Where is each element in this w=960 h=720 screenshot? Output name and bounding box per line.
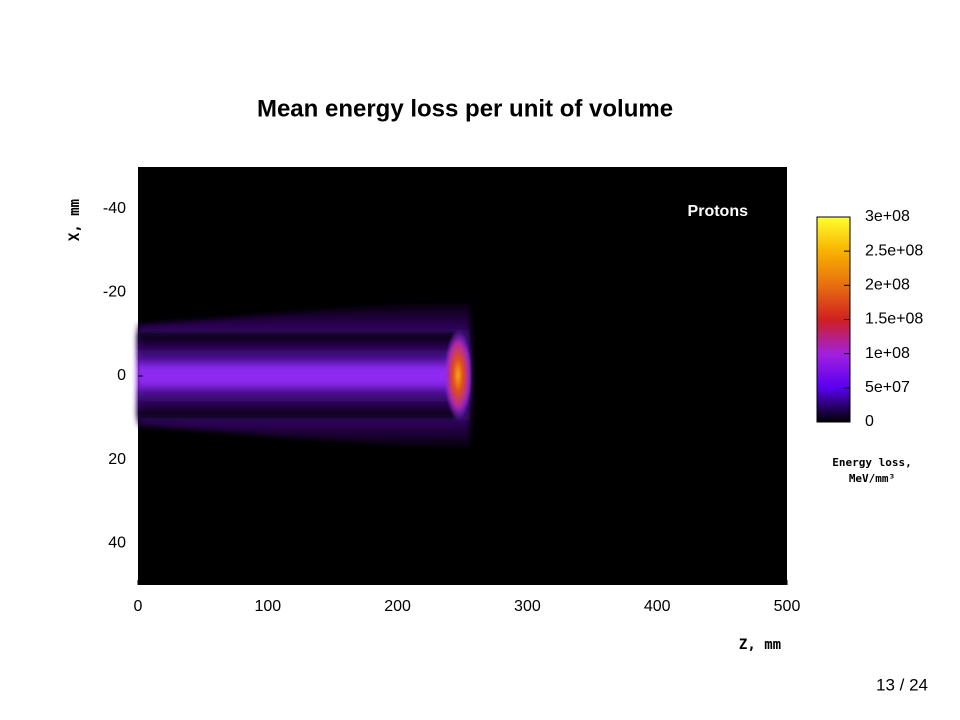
heatmap [138, 167, 787, 585]
x-axis-label: Z, mm [739, 637, 781, 653]
colorbar-tick-label: 2e+08 [865, 277, 910, 294]
annotation: Protons [688, 203, 749, 220]
y-tick-label: 20 [108, 451, 126, 468]
y-tick-label: -20 [103, 284, 126, 301]
colorbar-tick-label: 3e+08 [865, 208, 910, 225]
colorbar-tick-label: 1.5e+08 [865, 311, 923, 328]
chart-title: Mean energy loss per unit of volume [257, 95, 673, 122]
page-number: 13 / 24 [876, 675, 928, 694]
colorbar-tick-label: 5e+07 [865, 379, 910, 396]
x-tick-label: 200 [384, 598, 411, 615]
colorbar-tick-label: 1e+08 [865, 345, 910, 362]
y-tick-label: -40 [103, 200, 126, 217]
colorbar-tick-label: 2.5e+08 [865, 242, 923, 259]
colorbar-label: Energy loss, MeV/mm³ [832, 456, 911, 485]
x-tick-label: 300 [514, 598, 541, 615]
y-axis-label: X, mm [67, 199, 83, 241]
x-tick-label: 0 [134, 598, 143, 615]
x-tick-label: 100 [254, 598, 281, 615]
colorbar-tick-label: 0 [865, 413, 874, 430]
x-tick-label: 400 [644, 598, 671, 615]
y-tick-label: 0 [117, 367, 126, 384]
y-tick-label: 40 [108, 534, 126, 551]
x-tick-label: 500 [774, 598, 801, 615]
